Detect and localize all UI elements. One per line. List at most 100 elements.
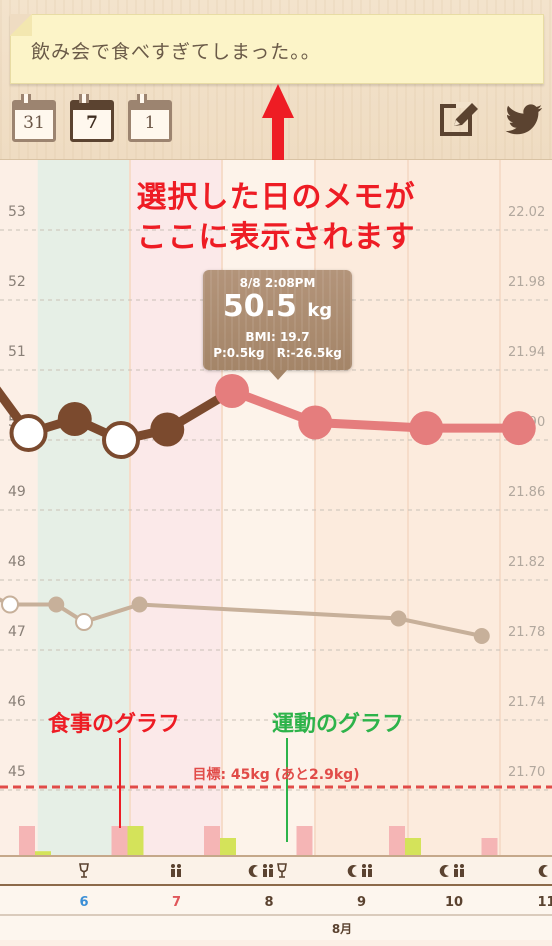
moon-icon	[248, 865, 258, 877]
bodyfat-point	[473, 628, 490, 644]
bodyfat-point-hollow	[1, 595, 19, 614]
meal-graph-label: 食事のグラフ	[48, 712, 181, 737]
wine-icon	[277, 863, 287, 878]
weight-point-future	[409, 411, 444, 446]
bodyfat-line	[0, 597, 483, 638]
exercise-bar	[127, 826, 144, 856]
weight-point-selected	[215, 374, 249, 408]
calendar-week-button[interactable]: 7	[70, 94, 114, 142]
y-left-tick: 52	[8, 274, 26, 290]
weight-point-hollow	[102, 421, 140, 459]
y-right-tick: 21.82	[508, 555, 545, 570]
y-right-tick: 21.98	[508, 275, 545, 290]
calendar-month-label: 31	[23, 113, 45, 133]
selected-point-tooltip: 8/8 2:08PM 50.5 kg BMI: 19.7 P:0.5kg R:-…	[203, 270, 352, 380]
y-right-tick: 21.74	[508, 695, 545, 710]
y-left-tick: 48	[8, 554, 26, 570]
y-right-tick: 22.02	[508, 205, 545, 220]
y-right-tick: 21.78	[508, 625, 545, 640]
day-column-bg	[500, 160, 552, 908]
y-left-tick: 53	[8, 204, 26, 220]
day-label: 7	[172, 895, 181, 910]
meal-bar	[481, 838, 498, 856]
tooltip-pr: P:0.5kg R:-26.5kg	[213, 346, 342, 360]
people-icon	[460, 864, 464, 868]
calendar-month-button[interactable]: 31	[12, 94, 56, 142]
y-left-tick: 51	[8, 344, 26, 360]
people-icon	[269, 869, 273, 877]
people-icon	[269, 864, 273, 868]
wine-icon	[79, 863, 89, 878]
tooltip-bmi: BMI: 19.7	[245, 330, 310, 344]
weight-point-future	[298, 405, 333, 440]
y-right-tick: 21.70	[508, 765, 545, 780]
day-label: 8	[264, 895, 273, 910]
day-column-bg	[37, 160, 131, 908]
people-icon	[263, 864, 267, 868]
weight-point	[57, 402, 92, 436]
meal-bar	[296, 826, 313, 856]
memo-callout-line2: ここに表示されます	[136, 220, 416, 255]
y-right-tick: 21.86	[508, 485, 545, 500]
people-icon	[368, 864, 372, 868]
bodyfat-point	[48, 596, 65, 613]
meal-bar	[19, 826, 35, 856]
y-right-tick: 21.94	[508, 345, 545, 360]
people-icon	[177, 869, 181, 877]
month-label: 8月	[332, 922, 352, 936]
weight-point	[150, 412, 185, 447]
bodyfat-point	[390, 610, 407, 627]
date-band	[0, 886, 552, 940]
people-icon	[171, 869, 175, 877]
meal-bar	[111, 826, 128, 856]
y-left-tick: 45	[8, 764, 26, 780]
day-label: 11	[537, 895, 552, 910]
exercise-graph-label: 運動のグラフ	[272, 712, 405, 737]
weight-point-hollow	[9, 414, 48, 452]
people-icon	[362, 869, 366, 877]
moon-icon	[538, 865, 548, 877]
weight-point-future	[501, 411, 536, 446]
goal-label: 目標: 45kg (あと2.9kg)	[192, 767, 360, 783]
calendar-day-label: 1	[144, 113, 156, 133]
exercise-bar	[405, 838, 421, 856]
people-icon	[177, 864, 181, 868]
exercise-bar	[220, 838, 236, 856]
exercise-bar	[35, 851, 51, 856]
day-label: 9	[357, 895, 366, 910]
edit-icon[interactable]	[440, 102, 480, 138]
day-label: 10	[445, 895, 463, 910]
memo-fold	[10, 14, 32, 36]
meal-bar	[204, 826, 220, 856]
memo-callout-line1: 選択した日のメモが	[136, 180, 416, 215]
moon-icon	[347, 865, 357, 877]
bodyfat-point-hollow	[75, 613, 93, 631]
moon-icon	[439, 865, 449, 877]
people-icon	[454, 869, 458, 877]
tooltip-weight: 50.5 kg	[203, 290, 352, 328]
people-icon	[454, 864, 458, 868]
tooltip-weight-value: 50.5	[222, 289, 297, 324]
bodyfat-point	[131, 596, 148, 613]
day-label: 6	[79, 895, 88, 910]
people-icon	[368, 869, 372, 877]
y-left-tick: 49	[8, 484, 26, 500]
calendar-day-button[interactable]: 1	[128, 94, 172, 142]
callout-arrow-icon	[262, 84, 294, 160]
people-icon	[263, 869, 267, 877]
people-icon	[171, 864, 175, 868]
meal-bar	[389, 826, 405, 856]
memo-text: 飲み会で食べすぎてしまった。。	[31, 41, 321, 63]
header-bar: 飲み会で食べすぎてしまった。。 31 7 1	[0, 0, 552, 160]
day-column-bg	[407, 160, 501, 908]
y-left-tick: 47	[8, 624, 26, 640]
tooltip-weight-unit: kg	[307, 300, 333, 321]
people-icon	[460, 869, 464, 877]
y-left-tick: 46	[8, 694, 26, 710]
tooltip-datetime: 8/8 2:08PM	[239, 276, 316, 290]
calendar-week-label: 7	[86, 113, 98, 133]
weight-line-future	[230, 386, 519, 433]
people-icon	[362, 864, 366, 868]
twitter-bird-icon[interactable]	[505, 104, 543, 136]
memo-note[interactable]: 飲み会で食べすぎてしまった。。	[10, 14, 544, 84]
